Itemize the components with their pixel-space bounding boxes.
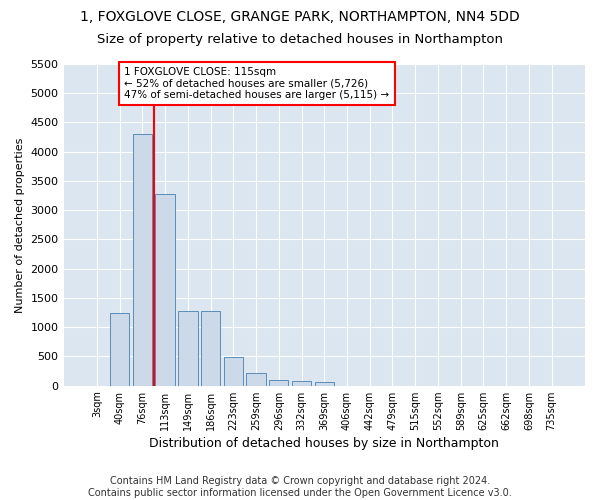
Bar: [110, 312, 130, 386]
Text: Size of property relative to detached houses in Northampton: Size of property relative to detached ho…: [97, 32, 503, 46]
Bar: [247, 373, 266, 386]
Bar: [201, 311, 220, 386]
Text: Contains HM Land Registry data © Crown copyright and database right 2024.
Contai: Contains HM Land Registry data © Crown c…: [88, 476, 512, 498]
Y-axis label: Number of detached properties: Number of detached properties: [15, 137, 25, 312]
Bar: [292, 382, 311, 386]
Bar: [314, 382, 334, 386]
X-axis label: Distribution of detached houses by size in Northampton: Distribution of detached houses by size …: [149, 437, 499, 450]
Text: 1, FOXGLOVE CLOSE, GRANGE PARK, NORTHAMPTON, NN4 5DD: 1, FOXGLOVE CLOSE, GRANGE PARK, NORTHAMP…: [80, 10, 520, 24]
Bar: [224, 357, 243, 386]
Bar: [155, 194, 175, 386]
Text: 1 FOXGLOVE CLOSE: 115sqm
← 52% of detached houses are smaller (5,726)
47% of sem: 1 FOXGLOVE CLOSE: 115sqm ← 52% of detach…: [124, 67, 389, 100]
Bar: [133, 134, 152, 386]
Bar: [178, 311, 197, 386]
Bar: [269, 380, 289, 386]
